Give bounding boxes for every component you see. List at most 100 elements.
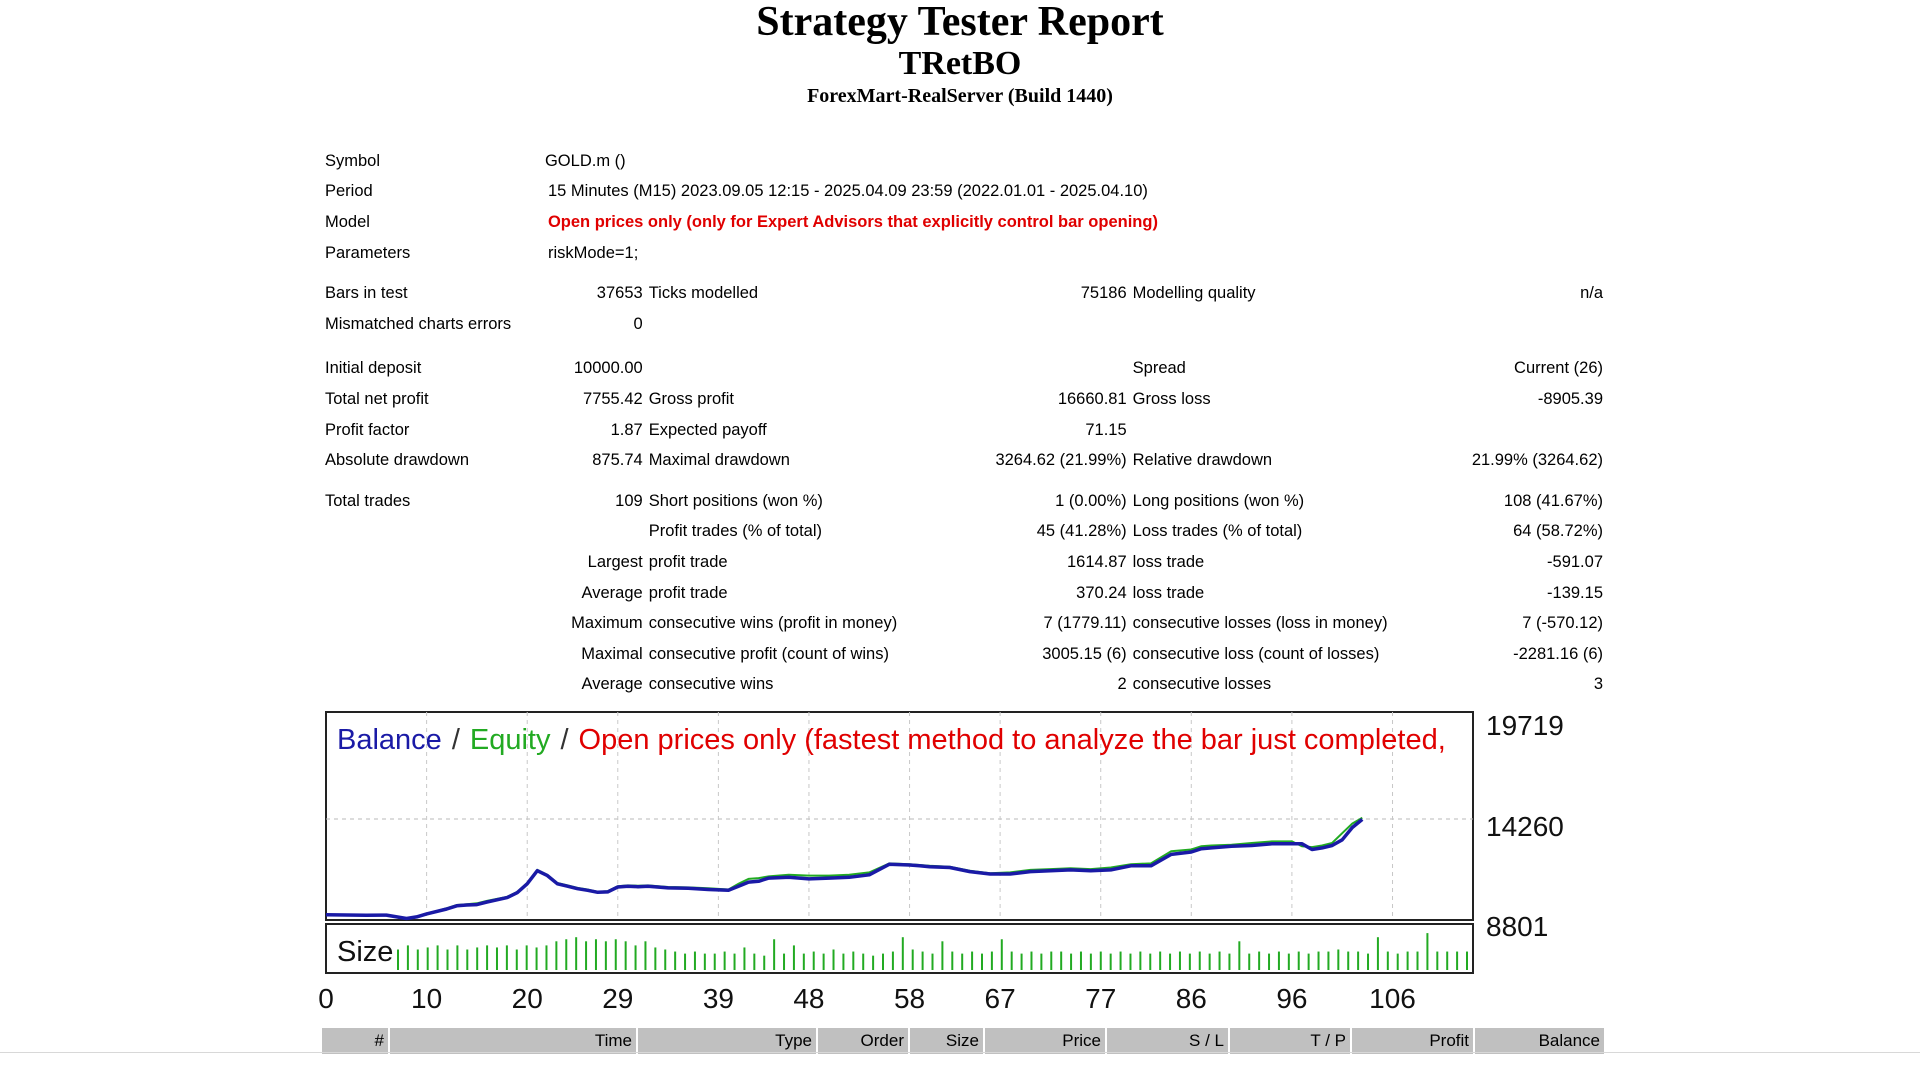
row-drawdown: Absolute drawdown 875.74 Maximal drawdow…	[322, 445, 1606, 476]
maximal-cons-loss-value: -2281.16 (6)	[1513, 644, 1603, 663]
average-label: Average	[581, 583, 643, 602]
row-profit-factor: Profit factor 1.87 Expected payoff 71.15	[322, 415, 1606, 446]
col-number[interactable]: #	[320, 1028, 388, 1054]
col-time[interactable]: Time	[388, 1028, 636, 1054]
row-maximum: Maximum consecutive wins (profit in mone…	[322, 608, 1606, 639]
row-maximal: Maximal consecutive profit (count of win…	[322, 639, 1606, 670]
quality-label: Modelling quality	[1132, 284, 1256, 303]
report-summary-table: Symbol GOLD.m () Period 15 Minutes (M15)…	[322, 146, 1606, 700]
legend-model: Open prices only (fastest method to anal…	[579, 724, 1446, 756]
bars-value: 37653	[596, 284, 643, 303]
row-period: Period 15 Minutes (M15) 2023.09.05 12:15…	[322, 177, 1606, 208]
mismatch-value: 0	[633, 314, 643, 333]
average-loss-label: loss trade	[1132, 583, 1205, 602]
x-tick-label: 96	[1276, 983, 1307, 1014]
largest-label: Largest	[587, 552, 643, 571]
avg-cons-losses-value: 3	[1593, 675, 1603, 694]
average-loss-value: -139.15	[1547, 583, 1603, 602]
initial-deposit-label: Initial deposit	[325, 359, 422, 378]
avg-cons-wins-label: consecutive wins	[648, 675, 774, 694]
col-sl[interactable]: S / L	[1105, 1028, 1228, 1054]
row-symbol: Symbol GOLD.m ()	[322, 146, 1606, 177]
profit-factor-value: 1.87	[610, 420, 643, 439]
maximal-label: Maximal	[581, 644, 643, 663]
col-profit[interactable]: Profit	[1350, 1028, 1473, 1054]
col-price[interactable]: Price	[983, 1028, 1105, 1054]
gross-profit-label: Gross profit	[648, 389, 734, 408]
absolute-drawdown-value: 875.74	[592, 451, 643, 470]
x-tick-label: 29	[602, 983, 633, 1014]
legend-balance: Balance	[337, 724, 442, 756]
row-average-consecutive: Average consecutive wins 2 consecutive l…	[322, 670, 1606, 701]
y-tick-label: 14260	[1486, 811, 1564, 842]
period-value: 15 Minutes (M15) 2023.09.05 12:15 - 2025…	[547, 182, 1148, 201]
x-tick-label: 0	[318, 983, 334, 1014]
expert-name: TRetBO	[898, 45, 1022, 82]
short-positions-label: Short positions (won %)	[648, 491, 823, 510]
col-order[interactable]: Order	[816, 1028, 908, 1054]
server-name: ForexMart-RealServer (Build 1440)	[807, 85, 1113, 107]
x-tick-label: 10	[411, 983, 442, 1014]
balance-line	[325, 818, 1364, 921]
quality-value: n/a	[1580, 284, 1603, 303]
total-trades-label: Total trades	[325, 491, 411, 510]
expected-payoff-label: Expected payoff	[648, 420, 767, 439]
ticks-value: 75186	[1080, 284, 1127, 303]
largest-profit-value: 1614.87	[1066, 552, 1127, 571]
gross-loss-value: -8905.39	[1537, 389, 1603, 408]
row-parameters: Parameters riskMode=1;	[322, 238, 1606, 269]
legend-equity: Equity	[470, 724, 551, 756]
chart-legend: Balance / Equity / Open prices only (fastest…	[337, 724, 1446, 756]
x-tick-label: 106	[1369, 983, 1416, 1014]
average-profit-label: profit trade	[648, 583, 728, 602]
chart-grid	[326, 712, 1473, 920]
chart-series	[325, 816, 1364, 921]
chart-frame	[325, 711, 1474, 974]
relative-drawdown-label: Relative drawdown	[1132, 451, 1273, 470]
maximal-drawdown-value: 3264.62 (21.99%)	[995, 451, 1127, 470]
ticks-label: Ticks modelled	[648, 284, 759, 303]
x-tick-label: 48	[793, 983, 824, 1014]
avg-cons-losses-label: consecutive losses	[1132, 675, 1272, 694]
main-plot-frame	[325, 711, 1474, 921]
expected-payoff-value: 71.15	[1085, 420, 1127, 439]
spread-label: Spread	[1132, 359, 1186, 378]
balance-equity-chart: Balance / Equity / Open prices only (fastest…	[318, 710, 1564, 1014]
col-balance[interactable]: Balance	[1473, 1028, 1604, 1054]
bars-label: Bars in test	[325, 284, 408, 303]
x-tick-label: 58	[894, 983, 925, 1014]
col-tp[interactable]: T / P	[1228, 1028, 1350, 1054]
largest-loss-label: loss trade	[1132, 552, 1205, 571]
avg-cons-label: Average	[581, 675, 643, 694]
symbol-label: Symbol	[325, 151, 381, 170]
size-label: Size	[337, 936, 393, 968]
x-axis-ticks: 0 10 20 29 39 48 58 67 77 86 96 106	[318, 983, 1416, 1014]
symbol-value: GOLD.m ()	[545, 146, 1606, 177]
maximal-cons-profit-value: 3005.15 (6)	[1042, 644, 1127, 663]
trades-table-header: # Time Type Order Size Price S / L T / P…	[320, 1028, 1604, 1054]
x-tick-label: 86	[1176, 983, 1207, 1014]
initial-deposit-value: 10000.00	[573, 359, 643, 378]
loss-trades-value: 64 (58.72%)	[1513, 522, 1603, 541]
x-tick-label: 67	[985, 983, 1016, 1014]
parameters-value: riskMode=1;	[547, 243, 639, 262]
size-plot-frame	[325, 923, 1474, 974]
parameters-label: Parameters	[325, 243, 411, 262]
max-cons-wins-label: consecutive wins (profit in money)	[648, 614, 898, 633]
total-trades-value: 109	[615, 491, 643, 510]
avg-cons-wins-value: 2	[1117, 675, 1127, 694]
absolute-drawdown-label: Absolute drawdown	[325, 451, 470, 470]
col-size[interactable]: Size	[908, 1028, 983, 1054]
x-tick-label: 77	[1085, 983, 1116, 1014]
row-bars: Bars in test 37653 Ticks modelled 75186 …	[322, 278, 1606, 309]
max-cons-wins-value: 7 (1779.11)	[1043, 614, 1127, 633]
model-label: Model	[325, 212, 370, 231]
gross-profit-value: 16660.81	[1057, 389, 1127, 408]
profit-factor-label: Profit factor	[325, 420, 410, 439]
max-cons-losses-label: consecutive losses (loss in money)	[1132, 614, 1388, 633]
row-mismatch: Mismatched charts errors 0	[322, 309, 1606, 340]
col-type[interactable]: Type	[636, 1028, 816, 1054]
largest-profit-label: profit trade	[648, 552, 728, 571]
x-tick-label: 39	[703, 983, 734, 1014]
row-profit-trades: Profit trades (% of total) 45 (41.28%) L…	[322, 517, 1606, 548]
